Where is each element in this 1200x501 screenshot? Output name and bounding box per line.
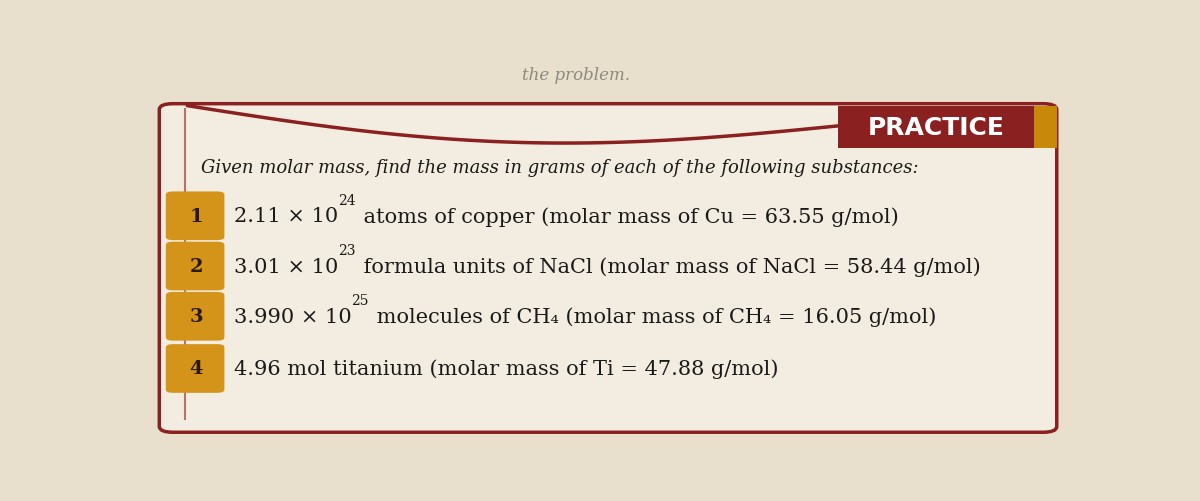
Text: 3: 3 xyxy=(190,308,203,326)
Text: 2.11 × 10: 2.11 × 10 xyxy=(234,207,338,226)
FancyBboxPatch shape xyxy=(160,105,1057,432)
FancyBboxPatch shape xyxy=(839,106,1033,149)
Text: 1: 1 xyxy=(190,207,203,225)
Text: the problem.: the problem. xyxy=(522,67,630,84)
FancyBboxPatch shape xyxy=(166,344,224,393)
Text: 3.990 × 10: 3.990 × 10 xyxy=(234,307,352,326)
FancyBboxPatch shape xyxy=(166,192,224,240)
Text: 23: 23 xyxy=(338,243,355,258)
Text: 2: 2 xyxy=(190,258,203,276)
Text: 4: 4 xyxy=(190,360,203,378)
FancyBboxPatch shape xyxy=(1033,106,1057,149)
FancyBboxPatch shape xyxy=(166,242,224,291)
Text: 25: 25 xyxy=(352,294,368,308)
Text: formula units of NaCl (molar mass of NaCl = 58.44 g/mol): formula units of NaCl (molar mass of NaC… xyxy=(356,257,980,277)
Text: PRACTICE: PRACTICE xyxy=(868,116,1004,140)
Text: 24: 24 xyxy=(338,193,355,207)
Text: 4.96 mol titanium (molar mass of Ti = 47.88 g/mol): 4.96 mol titanium (molar mass of Ti = 47… xyxy=(234,359,779,379)
Text: atoms of copper (molar mass of Cu = 63.55 g/mol): atoms of copper (molar mass of Cu = 63.5… xyxy=(356,206,899,226)
FancyBboxPatch shape xyxy=(166,293,224,341)
Text: molecules of CH₄ (molar mass of CH₄ = 16.05 g/mol): molecules of CH₄ (molar mass of CH₄ = 16… xyxy=(370,307,936,327)
Text: Given molar mass, find the mass in grams of each of the following substances:: Given molar mass, find the mass in grams… xyxy=(202,159,919,177)
Text: 3.01 × 10: 3.01 × 10 xyxy=(234,257,338,276)
